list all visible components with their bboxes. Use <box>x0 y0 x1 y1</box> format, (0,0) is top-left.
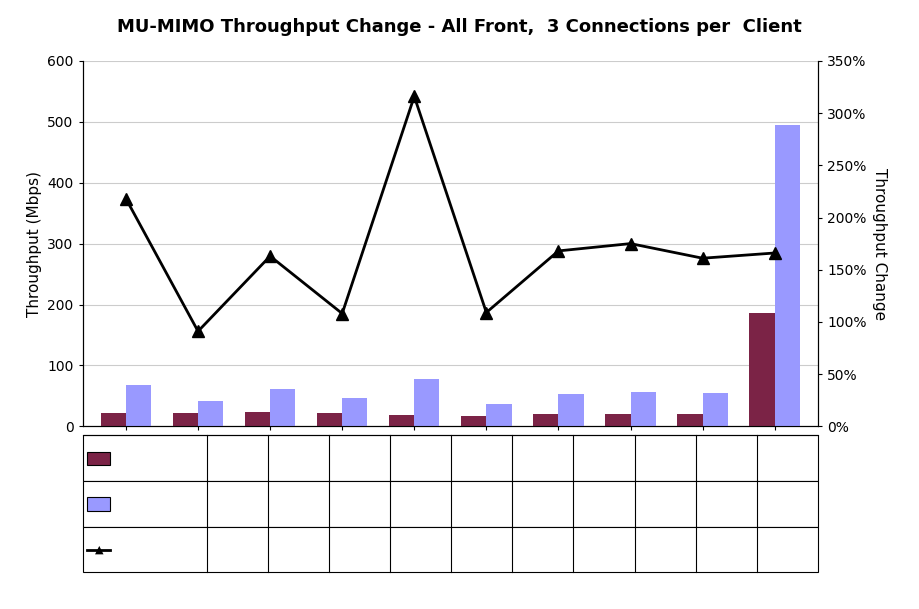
Text: 495.002: 495.002 <box>762 498 813 510</box>
Text: 185.914: 185.914 <box>762 452 813 465</box>
Bar <box>101 414 126 426</box>
Text: 166%: 166% <box>769 543 805 556</box>
Bar <box>461 416 486 426</box>
Text: MU-MIMO off: MU-MIMO off <box>116 452 196 465</box>
Text: % change: % change <box>116 543 178 556</box>
Text: 40.98: 40.98 <box>280 498 316 510</box>
Text: 46.992: 46.992 <box>399 498 442 510</box>
Text: 17.17: 17.17 <box>525 452 561 465</box>
Text: 175%: 175% <box>647 543 683 556</box>
Bar <box>749 313 775 426</box>
Text: 316%: 316% <box>464 543 500 556</box>
Text: 35.92: 35.92 <box>525 498 561 510</box>
Text: 109%: 109% <box>525 543 561 556</box>
Bar <box>173 414 198 426</box>
Y-axis label: Throughput (Mbps): Throughput (Mbps) <box>27 171 41 317</box>
Bar <box>775 125 800 426</box>
Text: 77.935: 77.935 <box>460 498 504 510</box>
Text: MU-MIMO on: MU-MIMO on <box>116 498 195 510</box>
Text: 218%: 218% <box>220 543 255 556</box>
Text: 21.313: 21.313 <box>216 452 259 465</box>
Text: 23.256: 23.256 <box>338 452 381 465</box>
Text: 61.129: 61.129 <box>338 498 381 510</box>
Bar <box>126 385 152 426</box>
Bar <box>342 398 368 426</box>
Bar <box>606 414 630 426</box>
Text: 20.433: 20.433 <box>643 452 686 465</box>
Y-axis label: Throughput Change: Throughput Change <box>872 167 887 320</box>
Bar <box>677 414 703 426</box>
Text: ▲: ▲ <box>95 544 103 555</box>
Bar <box>533 414 559 426</box>
Bar <box>486 404 512 426</box>
Text: 163%: 163% <box>342 543 378 556</box>
Text: 53.391: 53.391 <box>583 498 626 510</box>
Bar <box>198 401 223 426</box>
Bar <box>270 389 295 426</box>
Text: 19.9: 19.9 <box>590 452 618 465</box>
Text: 67.687: 67.687 <box>215 498 259 510</box>
Text: 91%: 91% <box>285 543 312 556</box>
Text: 20.968: 20.968 <box>705 452 748 465</box>
Text: 54.828: 54.828 <box>704 498 748 510</box>
Bar <box>244 412 270 426</box>
Bar <box>630 392 656 426</box>
Text: 168%: 168% <box>586 543 622 556</box>
Bar <box>559 394 584 426</box>
Text: 18.755: 18.755 <box>460 452 504 465</box>
Bar <box>317 412 342 426</box>
Text: 56.14: 56.14 <box>647 498 683 510</box>
Bar <box>703 393 728 426</box>
Text: MU-MIMO Throughput Change - All Front,  3 Connections per  Client: MU-MIMO Throughput Change - All Front, 3… <box>117 18 802 37</box>
Text: 22.625: 22.625 <box>399 452 442 465</box>
Bar <box>389 415 414 426</box>
Text: 161%: 161% <box>709 543 744 556</box>
Text: 21.494: 21.494 <box>277 452 320 465</box>
Text: 108%: 108% <box>403 543 438 556</box>
Bar <box>414 379 439 426</box>
